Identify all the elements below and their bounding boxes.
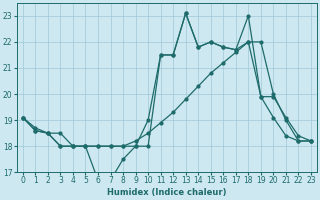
X-axis label: Humidex (Indice chaleur): Humidex (Indice chaleur) [107,188,227,197]
